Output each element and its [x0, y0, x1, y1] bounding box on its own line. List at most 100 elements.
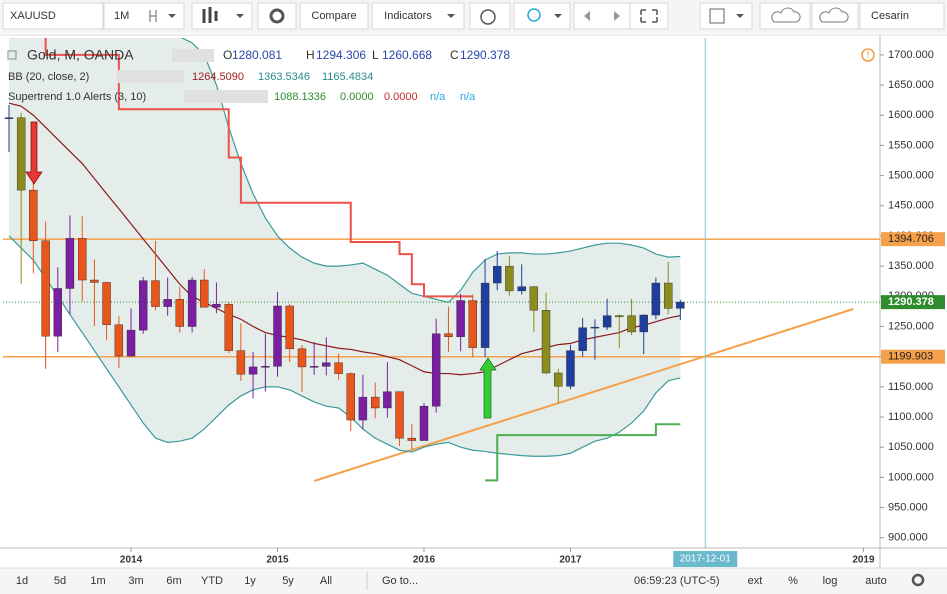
- range-button[interactable]: All: [320, 575, 332, 587]
- symbol: XAUUSD: [10, 10, 56, 22]
- load-button[interactable]: [759, 2, 811, 30]
- y-tick-label: 1150.000: [888, 381, 933, 393]
- legend-buttons[interactable]: [118, 70, 184, 83]
- low-value: 1260.668: [382, 48, 432, 62]
- legend-buttons[interactable]: [172, 49, 214, 62]
- bb-value: 1363.5346: [258, 71, 310, 83]
- x-tick-label: 2019: [852, 555, 875, 566]
- candle-body: [456, 300, 465, 337]
- candle-body: [4, 117, 14, 119]
- settings-icon[interactable]: [911, 573, 925, 587]
- st-value: 1088.1336: [274, 91, 326, 103]
- dropdown: [236, 14, 244, 18]
- symbol-box[interactable]: [2, 2, 104, 30]
- range-button[interactable]: 1m: [90, 575, 105, 587]
- candle-body: [346, 373, 355, 421]
- y-tick-label: 1450.000: [888, 200, 934, 212]
- band-fill: [9, 38, 681, 457]
- layout-button[interactable]: [699, 2, 753, 30]
- fullscreen-button[interactable]: [629, 2, 669, 30]
- idea-button[interactable]: [513, 2, 571, 30]
- indicator-line: [8, 235, 681, 457]
- candle-body: [187, 279, 197, 327]
- candle-body: [358, 396, 368, 421]
- candle-body: [297, 348, 307, 368]
- bb-value: 1264.5090: [192, 71, 244, 83]
- option-button[interactable]: auto: [865, 575, 886, 587]
- close-value: 1290.378: [460, 48, 510, 62]
- option-button[interactable]: log: [823, 575, 838, 587]
- y-tick-label: 1550.000: [888, 139, 934, 151]
- interval: 1M: [114, 10, 129, 22]
- y-tick-label: 1700.000: [888, 49, 934, 61]
- candle-body: [578, 327, 587, 351]
- settings-button[interactable]: [257, 2, 297, 30]
- x-tick-label: 2015: [266, 555, 289, 566]
- user-box[interactable]: [859, 2, 945, 30]
- last-price-tag: [881, 295, 945, 310]
- candle-body: [163, 299, 172, 307]
- buy-arrow: [479, 357, 497, 419]
- footer-items: 1d 5d 1m 3m 6m YTD 1y 5y All Go to... 06:59:23 (UT…: [16, 572, 925, 590]
- x-tick-label: 2016: [413, 555, 436, 566]
- candle-body: [29, 189, 38, 241]
- y-tick-label: 1350.000: [888, 260, 934, 272]
- range-button[interactable]: 5d: [54, 575, 66, 587]
- legend-title: Gold, M, OANDA: [27, 47, 134, 63]
- alert-mark: !: [867, 49, 870, 59]
- candle-body: [151, 280, 160, 307]
- candle-body: [322, 362, 331, 367]
- collapse[interactable]: [7, 50, 17, 60]
- range-button[interactable]: 6m: [166, 575, 181, 587]
- indicators: Indicators: [384, 10, 432, 22]
- compare: Compare: [311, 10, 356, 22]
- dropdown: [168, 14, 176, 18]
- range-button[interactable]: 3m: [128, 575, 143, 587]
- y-tick-label: 900.000: [888, 532, 928, 544]
- indicators-button[interactable]: [371, 2, 465, 30]
- range-button[interactable]: 5y: [282, 575, 294, 587]
- supertrend-name: Supertrend 1.0 Alerts (3, 10): [8, 91, 146, 103]
- y-tick-label: 1250.000: [888, 320, 934, 332]
- candle-body: [615, 315, 624, 318]
- candle-body: [309, 366, 319, 368]
- range-button[interactable]: 1y: [244, 575, 256, 587]
- option-button[interactable]: %: [788, 575, 798, 587]
- price-tag: [881, 232, 945, 247]
- legend-buttons[interactable]: [184, 90, 268, 103]
- candle-body: [602, 315, 612, 328]
- candle-body: [529, 286, 539, 311]
- goto-button[interactable]: Go to...: [382, 575, 418, 587]
- range-button[interactable]: YTD: [201, 575, 223, 587]
- layout-icon: [709, 8, 725, 24]
- candle-body: [493, 265, 502, 284]
- candle-body: [53, 288, 62, 337]
- st-value: n/a: [460, 91, 476, 103]
- undo-redo[interactable]: [573, 2, 631, 30]
- y-tick-label: 1100.000: [888, 411, 933, 423]
- candle-body: [236, 350, 246, 375]
- range-button[interactable]: 1d: [16, 575, 28, 587]
- price-tag-label: 1199.903: [888, 351, 933, 363]
- save-button[interactable]: [811, 2, 859, 30]
- candle-body: [505, 265, 514, 292]
- cloud-icon: [819, 7, 849, 23]
- y-tick-label: 1000.000: [888, 471, 934, 483]
- candle-body: [383, 391, 392, 409]
- bulb-icon: [527, 8, 541, 22]
- compare-button[interactable]: [299, 2, 369, 30]
- alert-icon[interactable]: [861, 48, 875, 62]
- open-value: 1280.081: [232, 48, 282, 62]
- candle-body: [395, 391, 404, 439]
- option-button[interactable]: ext: [748, 575, 763, 587]
- alert-button[interactable]: [469, 2, 511, 30]
- user: Cesarin: [871, 10, 909, 22]
- candle-body: [676, 301, 685, 309]
- candle-body: [468, 300, 477, 348]
- chart-type-button[interactable]: [191, 2, 253, 30]
- candle-body: [65, 238, 75, 289]
- interval-icon: [149, 10, 157, 22]
- candle-body: [627, 315, 636, 333]
- indicator-line: [8, 102, 681, 376]
